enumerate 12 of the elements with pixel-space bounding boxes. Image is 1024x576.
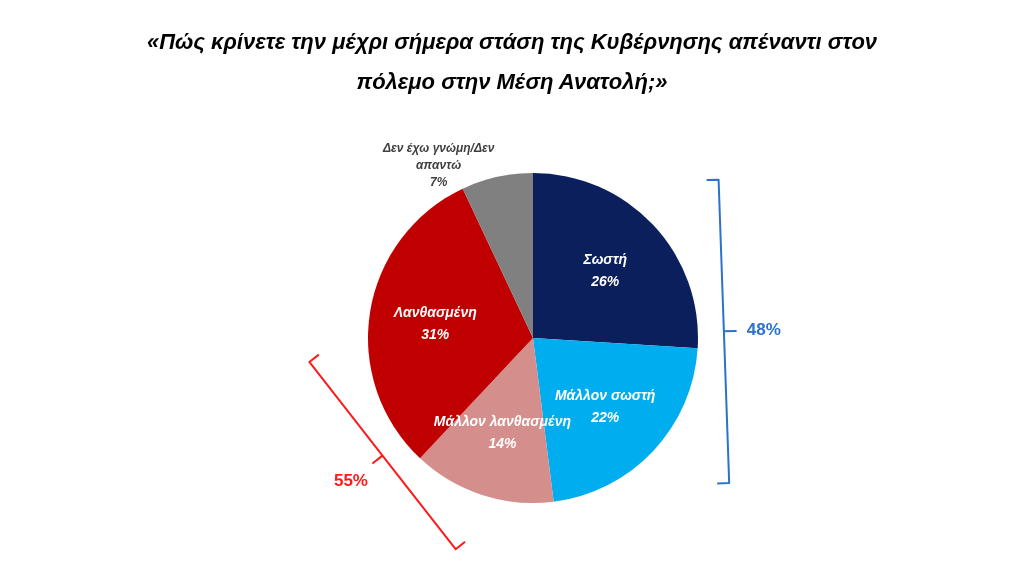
slice-label: Σωστή xyxy=(582,251,627,268)
data-label: 22% xyxy=(590,408,620,425)
data-label: 7% xyxy=(430,175,448,190)
text: 48% xyxy=(746,320,781,340)
slice-label: Μάλλον σωστή xyxy=(554,386,656,403)
data-label: 26% xyxy=(590,273,620,290)
text: 55% xyxy=(333,470,368,490)
chart-title: «Πώς κρίνετε την μέχρι σήμερα στάση της Κυβέρνησης απέναντι στον πόλεμο στην Μέση Ανατολή;» xyxy=(145,28,879,96)
slice-label: Δεν έχω γνώμη/Δεν απαντώ xyxy=(381,141,495,173)
data-label: 14% xyxy=(488,435,517,452)
data-label: 31% xyxy=(421,325,450,342)
slice-label: Λανθασμένη xyxy=(392,303,477,320)
